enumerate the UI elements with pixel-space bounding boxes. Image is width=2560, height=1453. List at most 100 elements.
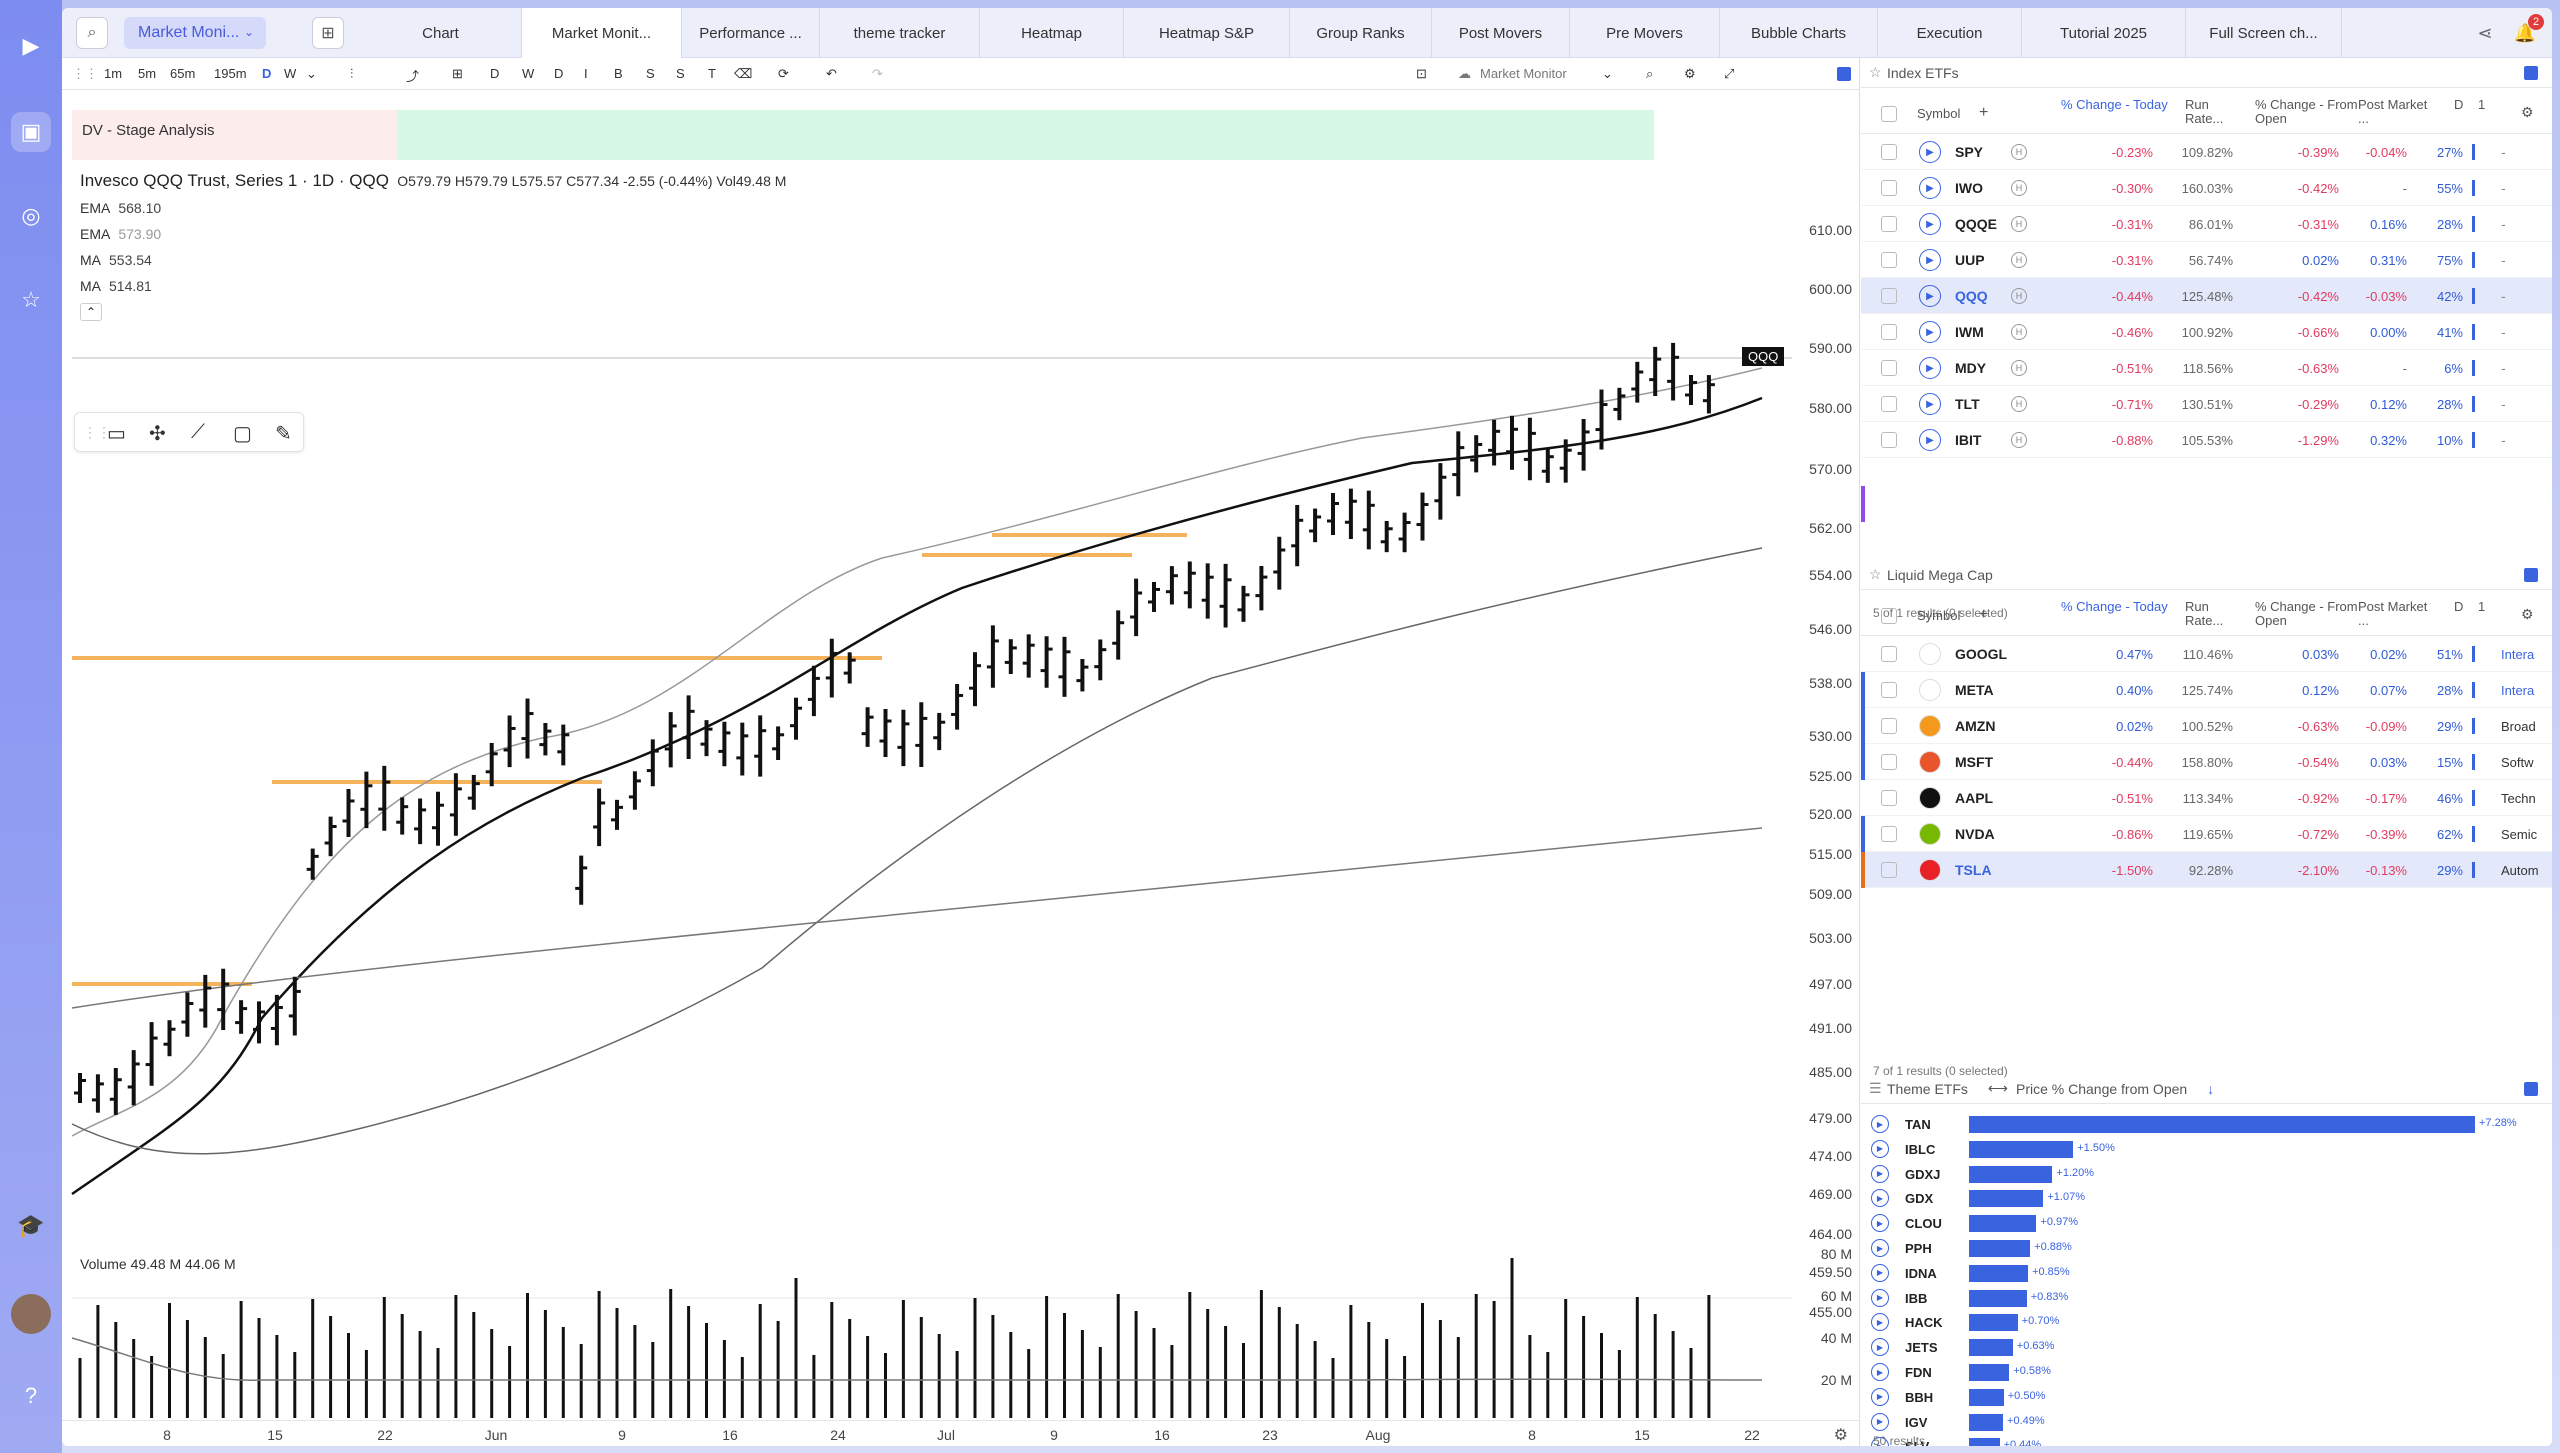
holdings-icon[interactable]: H (2011, 144, 2027, 160)
play-icon[interactable]: ▶ (1871, 1115, 1889, 1133)
tab-7[interactable]: Post Movers (1432, 8, 1570, 58)
sort-icon[interactable]: ↓ (2207, 1080, 2215, 1097)
period-w[interactable]: W (522, 66, 535, 81)
legend-indicator-ma1[interactable]: MA 553.54 (80, 247, 786, 273)
symbol-cell[interactable]: PPH (1905, 1241, 1932, 1256)
metric-select[interactable]: Price % Change from Open (2015, 1080, 2188, 1097)
interval-195m[interactable]: 195m (214, 66, 247, 81)
table-row[interactable]: AMZN 0.02% 100.52% -0.63% -0.09% 29% Broad (1861, 708, 2552, 744)
theme-etf-row[interactable]: ▶ BBH +0.50% (1861, 1385, 2552, 1410)
symbol-cell[interactable]: IBB (1905, 1290, 1928, 1306)
row-checkbox[interactable] (1881, 826, 1897, 842)
holdings-icon[interactable]: H (2011, 396, 2027, 412)
holdings-icon[interactable]: H (2011, 252, 2027, 268)
layout-select[interactable]: Market Moni... ⌄ (124, 17, 266, 49)
moving-average-line[interactable] (71, 396, 1763, 1196)
row-checkbox[interactable] (1881, 646, 1897, 662)
search-icon[interactable]: ⌕ (76, 17, 108, 49)
symbol-cell[interactable]: IGV (1905, 1414, 1928, 1430)
holdings-icon[interactable]: H (2011, 360, 2027, 376)
chevron-down-icon[interactable]: ⌄ (1602, 66, 1613, 81)
symbol-cell[interactable]: AMZN (1955, 718, 1996, 734)
symbol-cell[interactable]: AAPL (1955, 790, 1994, 806)
holdings-icon[interactable]: H (2011, 288, 2027, 304)
play-icon[interactable]: ▶ (1919, 429, 1941, 451)
symbol-cell[interactable]: MDY (1955, 360, 1987, 376)
tab-5[interactable]: Heatmap S&P (1124, 8, 1290, 58)
tab-4[interactable]: Heatmap (980, 8, 1124, 58)
period-i[interactable]: I (584, 66, 588, 81)
row-checkbox[interactable] (1881, 144, 1897, 160)
column-header[interactable]: % Change - From Open (2255, 599, 2358, 628)
symbol-cell[interactable]: SPY (1955, 144, 1984, 160)
theme-etf-row[interactable]: ▶ IDNA +0.85% (1861, 1261, 2552, 1286)
row-checkbox[interactable] (1881, 360, 1897, 376)
play-icon[interactable]: ▶ (1871, 1214, 1889, 1233)
screenshot-icon[interactable]: ⊡ (1416, 66, 1427, 81)
star-icon[interactable]: ☆ (21, 287, 41, 312)
legend-indicator-ema2[interactable]: EMA 573.90 (80, 221, 786, 247)
templates-icon[interactable]: ⊞ (452, 66, 463, 81)
education-icon[interactable]: 🎓 (17, 1213, 45, 1238)
dashboard-icon[interactable]: ▣ (11, 112, 51, 152)
table-row[interactable]: ▶ QQQE H -0.31% 86.01% -0.31% 0.16% 28% - (1861, 206, 2552, 242)
play-icon[interactable]: ▶ (1919, 357, 1941, 379)
column-header[interactable]: Run Rate... (2185, 599, 2224, 628)
table-row[interactable]: ▶ IWO H -0.30% 160.03% -0.42% - 55% - (1861, 170, 2552, 206)
table-row[interactable]: AAPL -0.51% 113.34% -0.92% -0.17% 46% Techn (1861, 780, 2552, 816)
drag-handle-icon[interactable]: ⋮⋮ (72, 66, 98, 81)
play-icon[interactable]: ▶ (1871, 1338, 1889, 1357)
play-icon[interactable]: ▶ (1919, 213, 1941, 235)
tab-0[interactable]: Chart (360, 8, 522, 58)
gear-icon[interactable]: ⚙ (1684, 66, 1696, 81)
chevron-down-icon[interactable]: ⌄ (306, 66, 317, 81)
row-checkbox[interactable] (1881, 324, 1897, 340)
rectangle-tool-icon[interactable]: ▭ (107, 423, 126, 445)
eraser-icon[interactable]: ⌫ (734, 66, 753, 81)
symbol-cell[interactable]: IBLC (1905, 1141, 1936, 1157)
row-checkbox[interactable] (1881, 396, 1897, 412)
tab-3[interactable]: theme tracker (820, 8, 980, 58)
theme-etf-row[interactable]: ▶ JETS +0.63% (1861, 1335, 2552, 1360)
play-icon[interactable]: ▶ (1871, 1263, 1889, 1282)
symbol-cell[interactable]: TSLA (1955, 862, 1992, 878)
column-header[interactable]: Run Rate... (2185, 97, 2224, 126)
layout-name-icon[interactable]: ☁ (1458, 66, 1471, 81)
symbol-cell[interactable]: FDN (1905, 1365, 1932, 1380)
help-icon[interactable]: ? (24, 1383, 38, 1408)
legend-indicator-ema1[interactable]: EMA 568.10 (80, 195, 786, 221)
theme-etf-row[interactable]: ▶ HACK +0.70% (1861, 1310, 2552, 1335)
theme-etf-row[interactable]: ▶ CLOU +0.97% (1861, 1211, 2552, 1236)
play-icon[interactable]: ▶ (1871, 1288, 1889, 1307)
table-row[interactable]: META 0.40% 125.74% 0.12% 0.07% 28% Intera (1861, 672, 2552, 708)
symbol-cell[interactable]: SLV (1905, 1439, 1929, 1446)
tab-10[interactable]: Execution (1878, 8, 2022, 58)
legend-indicator-ma2[interactable]: MA 514.81 (80, 273, 786, 299)
interval-weekly[interactable]: W (284, 66, 297, 81)
tab-2[interactable]: Performance ... (682, 8, 820, 58)
column-header[interactable]: % Change - Today (2061, 599, 2168, 614)
play-icon[interactable]: ▶ (1919, 321, 1941, 343)
symbol-cell[interactable]: IWO (1955, 180, 1983, 196)
compare-icon[interactable]: ⤴ (406, 69, 420, 84)
symbol-cell[interactable]: CLOU (1905, 1216, 1942, 1232)
tab-12[interactable]: Full Screen ch... (2186, 8, 2342, 58)
star-icon[interactable]: ☆ (1869, 64, 1882, 80)
play-icon[interactable]: ▶ (1871, 1412, 1889, 1431)
table-row[interactable]: ▶ IWM H -0.46% 100.92% -0.66% 0.00% 41% - (1861, 314, 2552, 350)
legend-collapse-button[interactable]: ⌃ (80, 303, 102, 321)
symbol-cell[interactable]: GDXJ (1905, 1166, 1941, 1182)
price-axis[interactable]: 610.00 600.00 590.00 580.00 570.00 562.00 554.… (1800, 118, 1860, 1388)
table-row[interactable]: GOOGL 0.47% 110.46% 0.03% 0.02% 51% Intera (1861, 636, 2552, 672)
moving-average-line[interactable] (71, 367, 1763, 1137)
layout-name[interactable]: Market Monitor (1480, 66, 1567, 81)
layout-grid-icon[interactable]: ⊞ (312, 17, 344, 49)
column-header[interactable]: Post Market ... (2358, 97, 2428, 126)
column-header[interactable]: Symbol (1917, 608, 1961, 623)
play-icon[interactable]: ▶ (1871, 1313, 1889, 1332)
symbol-cell[interactable]: GOOGL (1955, 646, 2008, 662)
period-d2[interactable]: D (554, 66, 564, 81)
column-header[interactable]: Post Market ... (2358, 599, 2428, 628)
add-column-icon[interactable]: + (1979, 104, 1989, 121)
symbol-cell[interactable]: GDX (1905, 1191, 1934, 1207)
